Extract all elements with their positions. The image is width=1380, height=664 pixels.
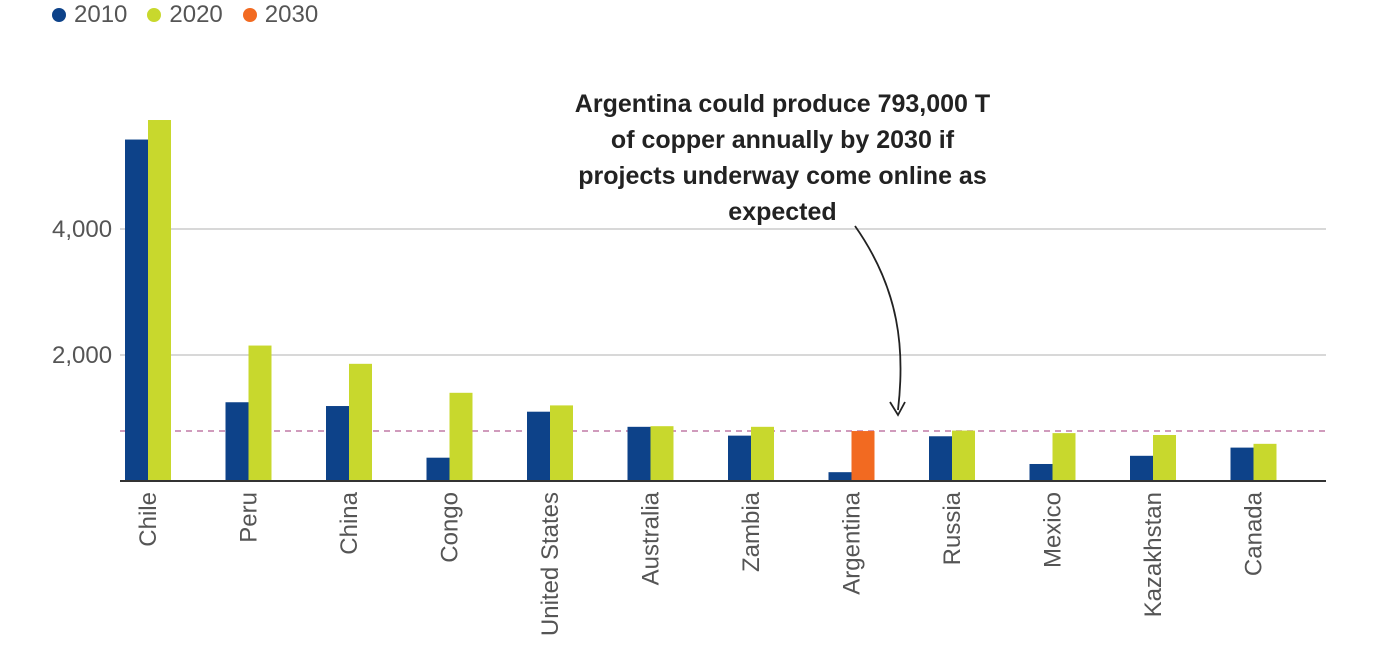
x-tick-label-australia: Australia [638, 491, 665, 585]
bar-peru-2020 [248, 345, 272, 481]
bar-kazakhstan-2010 [1130, 455, 1153, 481]
x-tick-label-zambia: Zambia [738, 491, 765, 572]
bar-canada-2010 [1230, 447, 1254, 481]
legend-swatch-2030 [242, 8, 257, 22]
y-tick-label-4000: 4,000 [52, 216, 112, 243]
legend-item-2020: 2020 [147, 0, 223, 30]
legend-item-2010: 2010 [52, 0, 127, 30]
bar-mexico-2010 [1029, 463, 1053, 481]
bar-argentina-2010 [828, 472, 852, 481]
x-tick-label-united-states: United States [537, 492, 564, 636]
bar-australia-2010 [627, 426, 651, 481]
bar-zambia-2020 [751, 426, 774, 481]
x-tick-label-chile: Chile [135, 492, 162, 547]
chart-annotation: Argentina could produce 793,000 T of cop… [574, 90, 991, 226]
y-tick-label-2000: 2,000 [52, 342, 112, 369]
bar-russia-2010 [929, 436, 952, 481]
x-tick-label-kazakhstan: Kazakhstan [1140, 492, 1167, 617]
bar-peru-2010 [225, 402, 249, 481]
bar-canada-2020 [1253, 443, 1277, 481]
bar-china-2010 [326, 406, 349, 481]
bar-kazakhstan-2020 [1153, 435, 1176, 481]
legend-swatch-2010 [52, 8, 66, 22]
legend-label-2010: 2010 [74, 1, 128, 28]
x-tick-label-mexico: Mexico [1040, 492, 1067, 568]
bar-australia-2020 [650, 426, 674, 481]
bar-china-2020 [349, 363, 372, 481]
x-tick-label-peru: Peru [236, 492, 263, 543]
annotation-arrow-head [889, 401, 906, 417]
x-tick-label-congo: Congo [437, 492, 464, 563]
bar-congo-2010 [426, 457, 450, 481]
legend-label-2020: 2020 [169, 1, 223, 28]
legend-swatch-2020 [147, 8, 162, 22]
bar-united-states-2010 [527, 411, 550, 481]
legend-item-2030: 2030 [242, 0, 319, 30]
bar-zambia-2010 [728, 435, 751, 481]
x-tick-label-china: China [336, 491, 363, 554]
bar-congo-2020 [449, 392, 473, 481]
legend: 2010 2020 2030 [52, 0, 318, 30]
bar-russia-2020 [952, 430, 975, 481]
legend-label-2030: 2030 [264, 1, 319, 28]
bar-united-states-2020 [550, 405, 573, 481]
x-tick-label-russia: Russia [939, 491, 966, 565]
bar-chile-2020 [148, 120, 171, 481]
bar-mexico-2020 [1052, 433, 1076, 481]
x-tick-label-argentina: Argentina [839, 491, 866, 594]
bar-argentina-2030 [851, 431, 875, 481]
bar-chile-2010 [125, 139, 148, 482]
x-tick-label-canada: Canada [1241, 491, 1268, 576]
annotation-arrow-line [854, 225, 902, 411]
